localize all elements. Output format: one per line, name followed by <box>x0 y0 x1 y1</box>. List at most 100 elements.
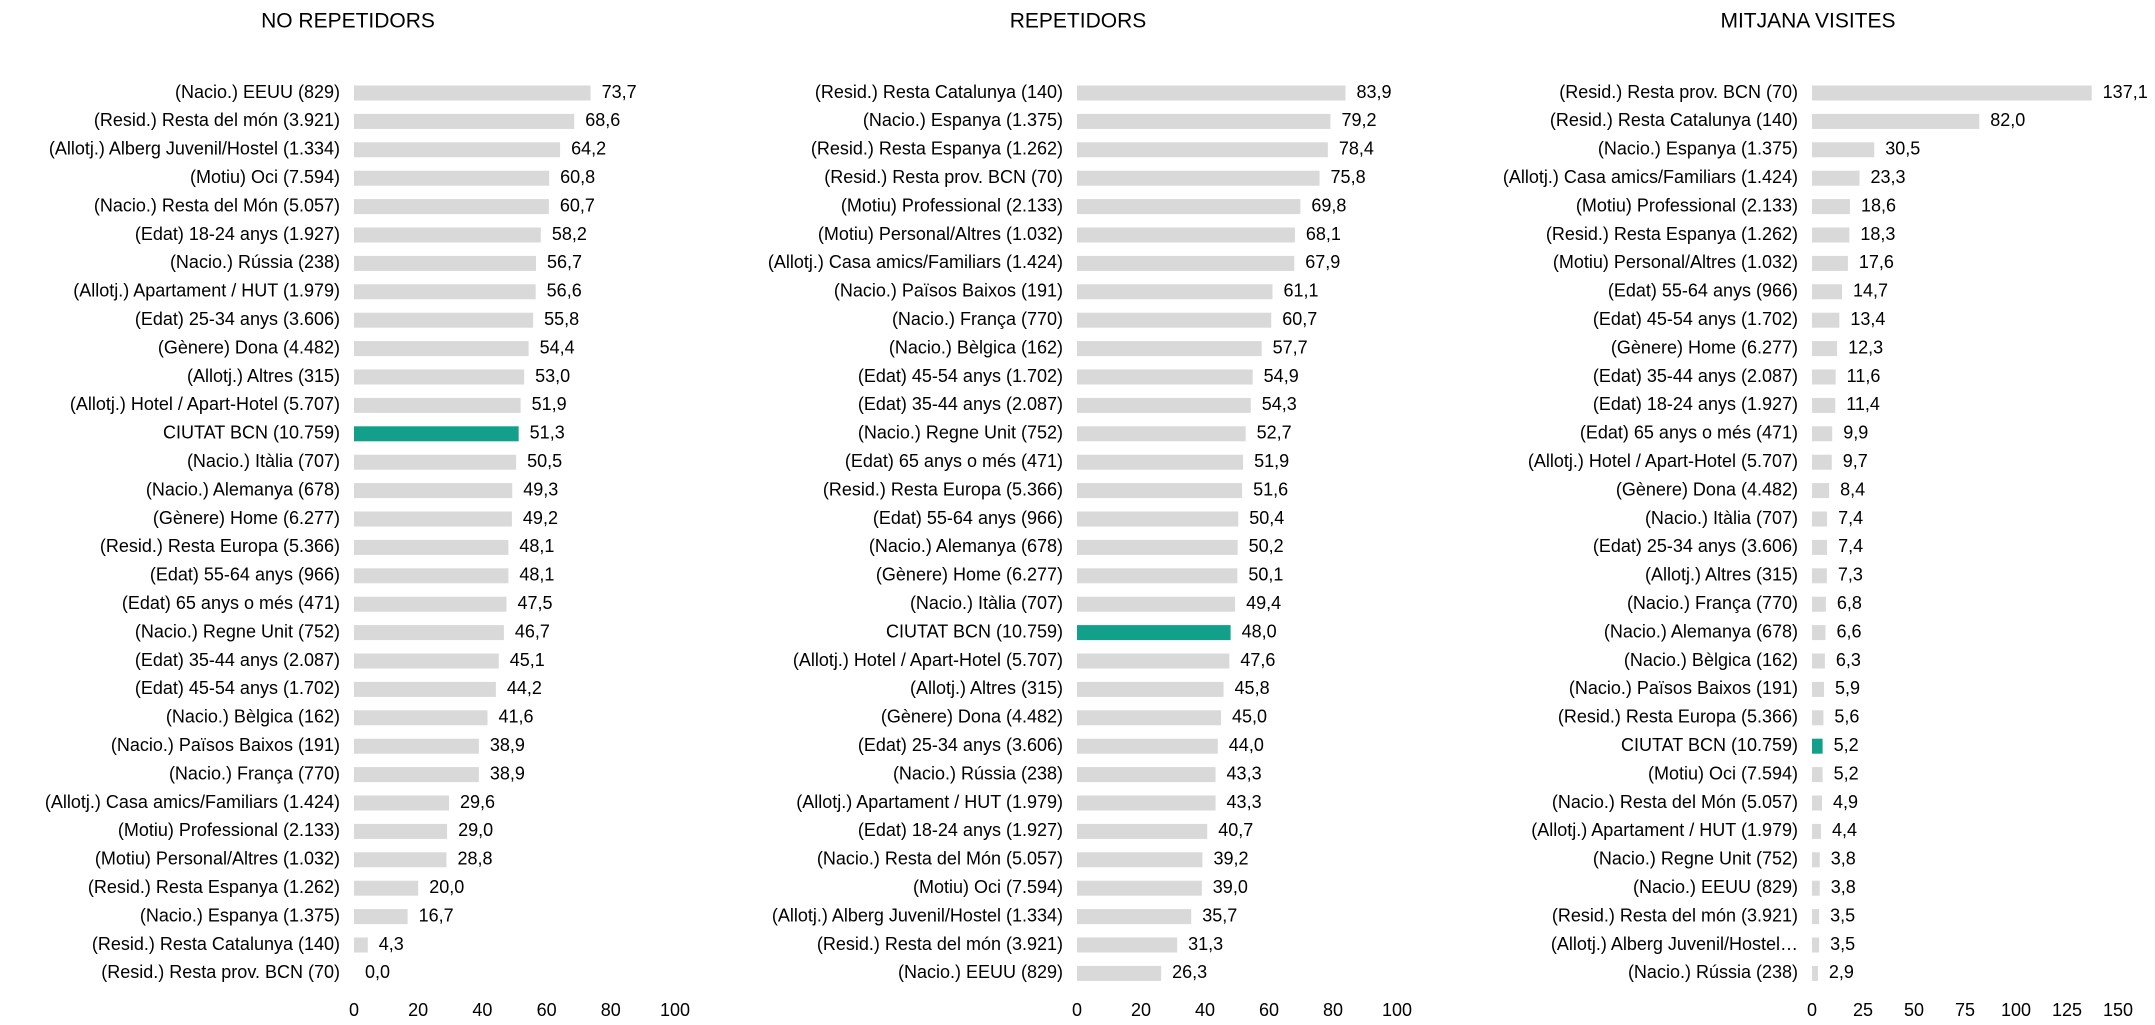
bar <box>354 767 479 783</box>
bar <box>1812 823 1821 839</box>
value-label: 52,7 <box>1257 423 1292 443</box>
bar <box>1077 199 1301 215</box>
x-tick-label: 20 <box>408 1000 428 1020</box>
value-label: 47,5 <box>517 593 552 613</box>
category-label: (Allotj.) Hotel / Apart-Hotel (5.707) <box>70 394 340 414</box>
bar <box>1077 625 1231 641</box>
category-label: (Resid.) Resta prov. BCN (70) <box>824 167 1063 187</box>
value-label: 60,7 <box>1282 309 1317 329</box>
category-label: (Edat) 45-54 anys (1.702) <box>1593 309 1798 329</box>
bar <box>1077 965 1162 981</box>
bar <box>1077 880 1202 896</box>
bar <box>1077 937 1178 953</box>
category-label: (Allotj.) Casa amics/Familiars (1.424) <box>1503 167 1798 187</box>
category-label: (Edat) 45-54 anys (1.702) <box>135 678 340 698</box>
category-label: (Nacio.) Resta del Món (5.057) <box>817 849 1063 869</box>
category-label: (Edat) 18-24 anys (1.927) <box>135 224 340 244</box>
bar <box>1077 767 1216 783</box>
bar <box>1077 113 1331 129</box>
bar <box>1812 483 1830 499</box>
category-label: (Edat) 25-34 anys (3.606) <box>135 309 340 329</box>
bar <box>1812 909 1820 925</box>
category-label: (Nacio.) EEUU (829) <box>1633 877 1798 897</box>
category-label: (Allotj.) Apartament / HUT (1.979) <box>796 792 1063 812</box>
category-label: (Edat) 25-34 anys (3.606) <box>858 735 1063 755</box>
category-label: (Nacio.) Resta del Món (5.057) <box>1552 792 1798 812</box>
bar <box>1812 426 1833 442</box>
bar <box>1812 511 1828 527</box>
bar <box>1077 454 1244 470</box>
bar <box>1812 795 1822 811</box>
bar <box>1077 397 1251 413</box>
category-label: (Nacio.) Rússia (238) <box>1628 962 1798 982</box>
value-label: 137,1 <box>2103 82 2148 102</box>
bar <box>1812 284 1842 300</box>
value-label: 61,1 <box>1284 281 1319 301</box>
value-label: 23,3 <box>1871 167 1906 187</box>
category-label: (Nacio.) França (770) <box>1627 593 1798 613</box>
bar <box>1077 795 1216 811</box>
x-tick-label: 80 <box>1323 1000 1343 1020</box>
bar <box>1812 199 1850 215</box>
value-label: 6,8 <box>1837 593 1862 613</box>
value-label: 60,8 <box>560 167 595 187</box>
bar <box>354 653 499 669</box>
category-label: (Allotj.) Apartament / HUT (1.979) <box>73 281 340 301</box>
bar <box>1077 341 1262 357</box>
bar <box>1812 937 1820 953</box>
value-label: 48,0 <box>1242 621 1277 641</box>
category-label: (Nacio.) Regne Unit (752) <box>1593 849 1798 869</box>
category-label: (Allotj.) Hotel / Apart-Hotel (5.707) <box>1528 451 1798 471</box>
bar <box>354 341 529 357</box>
bar <box>1812 738 1823 754</box>
value-label: 11,4 <box>1846 394 1880 414</box>
value-label: 50,2 <box>1249 536 1284 556</box>
value-label: 82,0 <box>1990 110 2025 130</box>
category-label: (Motiu) Oci (7.594) <box>1648 763 1798 783</box>
value-label: 41,6 <box>499 707 534 727</box>
value-label: 60,7 <box>560 195 595 215</box>
value-label: 29,6 <box>460 792 495 812</box>
category-label: (Nacio.) Regne Unit (752) <box>135 621 340 641</box>
bar <box>1812 710 1824 726</box>
value-label: 47,6 <box>1240 650 1275 670</box>
value-label: 14,7 <box>1853 281 1888 301</box>
category-label: (Allotj.) Altres (315) <box>187 366 340 386</box>
category-label: (Gènere) Home (6.277) <box>1611 337 1798 357</box>
chart-title: MITJANA VISITES <box>1720 10 1895 33</box>
value-label: 30,5 <box>1885 139 1920 159</box>
value-label: 54,4 <box>540 337 575 357</box>
value-label: 5,9 <box>1835 678 1860 698</box>
value-label: 79,2 <box>1341 110 1376 130</box>
category-label: (Resid.) Resta del món (3.921) <box>1552 905 1798 925</box>
value-label: 44,2 <box>507 678 542 698</box>
bar <box>1077 653 1230 669</box>
category-label: (Edat) 35-44 anys (2.087) <box>135 650 340 670</box>
bar <box>354 426 519 442</box>
value-label: 69,8 <box>1311 195 1346 215</box>
bar <box>354 227 541 243</box>
bar <box>1077 823 1208 839</box>
bar <box>354 284 536 300</box>
value-label: 51,6 <box>1253 479 1288 499</box>
bar <box>354 369 525 385</box>
category-label: (Nacio.) Bèlgica (162) <box>166 707 340 727</box>
category-label: (Nacio.) Itàlia (707) <box>187 451 340 471</box>
value-label: 7,4 <box>1838 536 1863 556</box>
value-label: 54,9 <box>1264 366 1299 386</box>
value-label: 50,4 <box>1249 508 1284 528</box>
value-label: 3,5 <box>1830 905 1855 925</box>
bar <box>354 255 537 271</box>
value-label: 43,3 <box>1227 763 1262 783</box>
value-label: 45,0 <box>1232 707 1267 727</box>
value-label: 53,0 <box>535 366 570 386</box>
category-label: (Nacio.) Itàlia (707) <box>1645 508 1798 528</box>
bar <box>1077 312 1272 328</box>
bar <box>354 483 513 499</box>
value-label: 35,7 <box>1202 905 1237 925</box>
x-tick-label: 0 <box>1807 1000 1817 1020</box>
bar <box>354 199 549 215</box>
value-label: 78,4 <box>1339 139 1374 159</box>
value-label: 9,9 <box>1843 423 1868 443</box>
category-label: (Allotj.) Alberg Juvenil/Hostel… <box>1551 934 1798 954</box>
